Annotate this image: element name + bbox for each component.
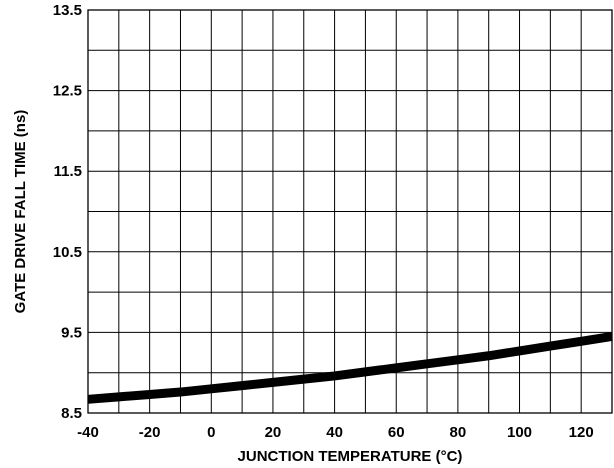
y-tick-label: 9.5 (61, 324, 82, 341)
plot-frame (87, 9, 613, 414)
y-tick-label: 11.5 (54, 163, 82, 180)
x-tick-label: 80 (450, 424, 467, 441)
x-tick-label: 60 (388, 424, 405, 441)
y-tick-labels: 8.5 9.5 10.5 11.5 12.5 13.5 (53, 2, 82, 422)
x-axis-title: JUNCTION TEMPERATURE (°C) (238, 448, 463, 465)
x-tick-labels: -40 -20 0 20 40 60 80 100 120 (77, 424, 594, 441)
x-tick-label: 100 (507, 424, 532, 441)
series-line-fall-time (87, 331, 613, 404)
x-tick-label: 120 (569, 424, 594, 441)
x-tick-label: -20 (139, 424, 161, 441)
x-tick-label: 40 (326, 424, 343, 441)
y-tick-label: 12.5 (53, 83, 82, 100)
y-axis-title: GATE DRIVE FALL TIME (ns) (12, 110, 29, 314)
grid (88, 10, 612, 413)
x-tick-label: 20 (265, 424, 282, 441)
y-tick-label: 10.5 (53, 244, 82, 261)
x-tick-label: 0 (207, 424, 215, 441)
y-tick-label: 13.5 (53, 2, 82, 19)
y-tick-label: 8.5 (61, 405, 82, 422)
x-tick-label: -40 (77, 424, 99, 441)
